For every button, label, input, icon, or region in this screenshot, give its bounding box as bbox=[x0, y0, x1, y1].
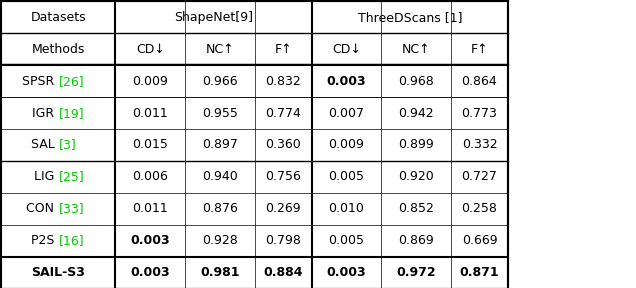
Text: 0.798: 0.798 bbox=[265, 234, 301, 247]
Text: SPSR [26]: SPSR [26] bbox=[21, 75, 83, 88]
Text: [19]: [19] bbox=[59, 107, 84, 120]
Text: 0.940: 0.940 bbox=[202, 170, 238, 183]
Text: CON [33]: CON [33] bbox=[24, 202, 81, 215]
Text: P2S [16]: P2S [16] bbox=[32, 234, 85, 247]
Text: P2S [16]: P2S [16] bbox=[25, 234, 79, 247]
Text: [26]: [26] bbox=[59, 75, 84, 88]
Text: 0.009: 0.009 bbox=[329, 139, 364, 151]
Text: NC↑: NC↑ bbox=[402, 43, 431, 56]
Text: CON [33]: CON [33] bbox=[29, 202, 87, 215]
Text: 0.005: 0.005 bbox=[329, 170, 364, 183]
Text: SAL: SAL bbox=[31, 139, 59, 151]
Text: LIG [25]: LIG [25] bbox=[33, 170, 83, 183]
Text: [3]: [3] bbox=[59, 139, 76, 151]
Text: SAL [3]: SAL [3] bbox=[36, 139, 81, 151]
Text: CD↓: CD↓ bbox=[332, 43, 361, 56]
Text: ThreeDScans [1]: ThreeDScans [1] bbox=[357, 11, 462, 24]
Text: 0.876: 0.876 bbox=[202, 202, 238, 215]
Text: 0.727: 0.727 bbox=[462, 170, 497, 183]
Text: 0.006: 0.006 bbox=[132, 170, 168, 183]
Text: CD↓: CD↓ bbox=[135, 43, 165, 56]
Text: IGR [19]: IGR [19] bbox=[32, 107, 84, 120]
Text: 0.003: 0.003 bbox=[130, 266, 170, 279]
Text: [16]: [16] bbox=[59, 234, 84, 247]
Text: 0.015: 0.015 bbox=[132, 139, 168, 151]
Text: 0.269: 0.269 bbox=[265, 202, 301, 215]
Text: 0.981: 0.981 bbox=[200, 266, 240, 279]
Text: 0.871: 0.871 bbox=[460, 266, 499, 279]
Text: [25]: [25] bbox=[59, 170, 84, 183]
Text: 0.009: 0.009 bbox=[132, 75, 168, 88]
Text: 0.332: 0.332 bbox=[462, 139, 497, 151]
Text: 0.869: 0.869 bbox=[398, 234, 434, 247]
Text: 0.852: 0.852 bbox=[398, 202, 434, 215]
Text: 0.832: 0.832 bbox=[265, 75, 301, 88]
Text: NC↑: NC↑ bbox=[205, 43, 234, 56]
Text: 0.966: 0.966 bbox=[202, 75, 238, 88]
Text: 0.972: 0.972 bbox=[396, 266, 436, 279]
Text: F↑: F↑ bbox=[471, 43, 488, 56]
Bar bbox=[1, 1, 508, 288]
Text: 0.003: 0.003 bbox=[327, 75, 366, 88]
Text: 0.897: 0.897 bbox=[202, 139, 238, 151]
Text: 0.007: 0.007 bbox=[329, 107, 364, 120]
Text: SPSR [26]: SPSR [26] bbox=[27, 75, 89, 88]
Text: 0.005: 0.005 bbox=[329, 234, 364, 247]
Text: 0.010: 0.010 bbox=[329, 202, 364, 215]
Text: 0.942: 0.942 bbox=[398, 107, 434, 120]
Text: SPSR: SPSR bbox=[22, 75, 59, 88]
Text: 0.864: 0.864 bbox=[462, 75, 497, 88]
Text: Datasets: Datasets bbox=[31, 11, 86, 24]
Text: LIG: LIG bbox=[34, 170, 59, 183]
Text: 0.756: 0.756 bbox=[265, 170, 301, 183]
Text: P2S: P2S bbox=[31, 234, 59, 247]
Text: ShapeNet[9]: ShapeNet[9] bbox=[174, 11, 253, 24]
Text: CON: CON bbox=[26, 202, 59, 215]
Text: Methods: Methods bbox=[32, 43, 85, 56]
Text: 0.003: 0.003 bbox=[327, 266, 366, 279]
Text: [33]: [33] bbox=[59, 202, 84, 215]
Text: 0.011: 0.011 bbox=[132, 107, 168, 120]
Text: 0.968: 0.968 bbox=[398, 75, 434, 88]
Text: 0.899: 0.899 bbox=[398, 139, 434, 151]
Text: 0.955: 0.955 bbox=[202, 107, 238, 120]
Text: 0.360: 0.360 bbox=[265, 139, 301, 151]
Text: SAIL-S3: SAIL-S3 bbox=[31, 266, 85, 279]
Text: LIG [25]: LIG [25] bbox=[27, 170, 77, 183]
Text: F↑: F↑ bbox=[274, 43, 292, 56]
Text: 0.669: 0.669 bbox=[462, 234, 497, 247]
Text: 0.003: 0.003 bbox=[130, 234, 170, 247]
Text: 0.011: 0.011 bbox=[132, 202, 168, 215]
Text: 0.928: 0.928 bbox=[202, 234, 238, 247]
Text: IGR [19]: IGR [19] bbox=[26, 107, 78, 120]
Text: 0.774: 0.774 bbox=[265, 107, 301, 120]
Text: 0.773: 0.773 bbox=[462, 107, 497, 120]
Text: 0.884: 0.884 bbox=[263, 266, 303, 279]
Text: 0.920: 0.920 bbox=[398, 170, 434, 183]
Text: IGR: IGR bbox=[32, 107, 59, 120]
Text: 0.258: 0.258 bbox=[462, 202, 497, 215]
Text: SAL [3]: SAL [3] bbox=[29, 139, 75, 151]
